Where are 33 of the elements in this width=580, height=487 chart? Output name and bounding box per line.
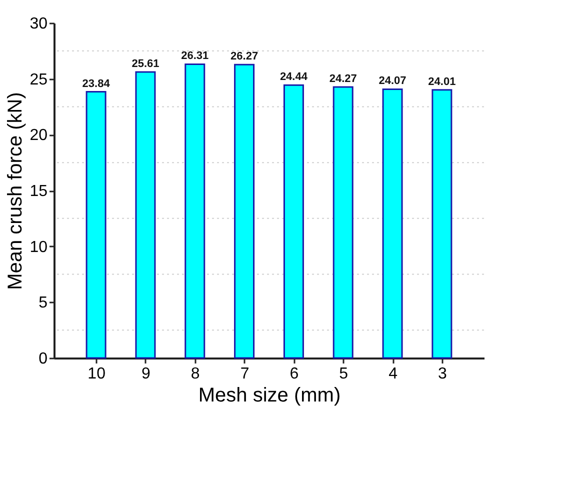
x-tick-label: 3 [438, 366, 447, 382]
data-label: 24.27 [329, 72, 357, 85]
x-tick-label: 8 [190, 366, 200, 382]
y-tick-label: 30 [30, 16, 48, 32]
x-tick-label: 7 [240, 366, 250, 382]
bar [382, 88, 403, 359]
bar [432, 89, 452, 359]
x-tick-label: 5 [339, 366, 348, 382]
bar [184, 63, 206, 359]
y-axis-title: Mean crush force (kN) [4, 92, 27, 290]
bar [283, 84, 304, 359]
bar [332, 86, 354, 359]
y-tick-label: 0 [38, 350, 48, 368]
y-tick-label: 10 [30, 238, 48, 256]
y-tick-label: 15 [30, 183, 48, 200]
y-tick-label: 25 [30, 71, 48, 88]
y-tick-label: 5 [38, 294, 48, 312]
x-tick-label: 4 [388, 366, 398, 382]
x-axis-title: Mesh size (mm) [198, 384, 341, 406]
x-tick-label: 9 [142, 366, 151, 382]
bar [86, 91, 106, 359]
data-label: 24.44 [280, 71, 308, 84]
data-label: 26.31 [181, 50, 209, 62]
data-label: 23.84 [82, 78, 111, 90]
data-label: 26.27 [230, 50, 258, 63]
bar [135, 71, 156, 359]
x-tick-label: 6 [290, 366, 299, 382]
data-label: 25.61 [132, 58, 160, 70]
data-label: 24.01 [428, 76, 456, 88]
y-tick-label: 20 [30, 127, 48, 144]
data-label: 24.07 [378, 75, 406, 88]
x-tick-label: 10 [88, 366, 106, 382]
bar [234, 64, 255, 359]
